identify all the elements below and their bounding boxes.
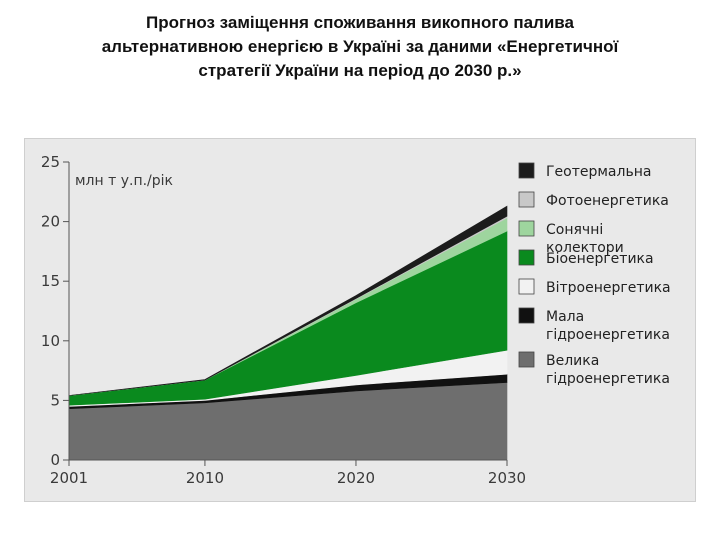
legend-swatch-вітроенергетика xyxy=(518,278,535,295)
legend-label-біоенергетика: Біоенергетика xyxy=(546,251,654,267)
area-series-7 xyxy=(68,205,508,396)
area-chart: 0 5 10 15 20 25 2001 2010 2020 2030 млн т у.п./рі… xyxy=(41,153,671,487)
x-tick-label: 2001 xyxy=(50,469,88,487)
legend-swatch-велика-гідроенергетика xyxy=(518,351,535,368)
legend-label-сонячні-колектори: Сонячні колектори xyxy=(546,222,624,256)
legend-label-мала-гідроенергетика: Мала гідроенергетика xyxy=(546,309,670,343)
legend-swatch-фотоенергетика xyxy=(518,191,535,208)
title-line-3: стратегії України на період до 2030 р.» xyxy=(198,61,522,80)
x-tick-label: 2030 xyxy=(488,469,526,487)
y-tick-label: 5 xyxy=(50,391,60,409)
x-tick-label: 2010 xyxy=(186,469,224,487)
legend-swatch-біоенергетика xyxy=(518,249,535,266)
legend-swatch-геотермальна xyxy=(518,162,535,179)
x-tick-label: 2020 xyxy=(337,469,375,487)
title-line-1: Прогноз заміщення споживання викопного п… xyxy=(146,13,574,32)
y-tick-label: 25 xyxy=(41,153,60,171)
axes: 0 5 10 15 20 25 2001 2010 2020 2030 xyxy=(41,153,526,487)
legend-label-велика-гідроенергетика: Велика гідроенергетика xyxy=(546,353,670,387)
y-tick-label: 0 xyxy=(50,451,60,469)
legend-label-геотермальна: Геотермальна xyxy=(546,164,651,180)
chart-panel: 0 5 10 15 20 25 2001 2010 2020 2030 млн т у.п./рі… xyxy=(24,138,696,502)
y-axis-unit-label: млн т у.п./рік xyxy=(75,173,173,189)
plot-areas xyxy=(68,205,508,461)
y-tick-label: 20 xyxy=(41,213,60,231)
legend-label-вітроенергетика: Вітроенергетика xyxy=(546,280,671,296)
legend-swatch-мала-гідроенергетика xyxy=(518,307,535,324)
legend: Геотермальна Фотоенергетика Сонячні колекто… xyxy=(518,162,671,387)
title-line-2: альтернативною енергією в Україні за дан… xyxy=(101,37,619,56)
y-tick-label: 10 xyxy=(41,332,60,350)
legend-label-фотоенергетика: Фотоенергетика xyxy=(546,193,669,209)
page-title: Прогноз заміщення споживання викопного п… xyxy=(40,11,680,83)
y-tick-label: 15 xyxy=(41,272,60,290)
legend-swatch-сонячні-колектори xyxy=(518,220,535,237)
